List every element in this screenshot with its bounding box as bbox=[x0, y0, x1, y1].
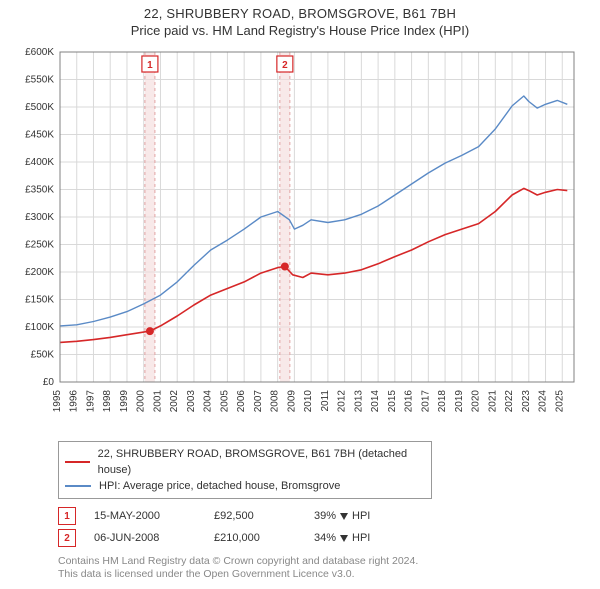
svg-text:2008: 2008 bbox=[270, 390, 281, 413]
svg-text:£300K: £300K bbox=[25, 212, 54, 223]
svg-text:2020: 2020 bbox=[471, 390, 482, 413]
legend-swatch bbox=[65, 461, 90, 463]
svg-text:2000: 2000 bbox=[136, 390, 147, 413]
svg-text:2006: 2006 bbox=[236, 390, 247, 413]
svg-text:£50K: £50K bbox=[31, 350, 55, 361]
svg-text:2021: 2021 bbox=[487, 390, 498, 413]
sale-price: £210,000 bbox=[214, 532, 314, 544]
sale-diff-pct: 39% bbox=[314, 510, 336, 522]
sale-diff: 34% HPI bbox=[314, 532, 370, 544]
svg-text:£350K: £350K bbox=[25, 185, 54, 196]
arrow-down-icon bbox=[340, 513, 348, 520]
svg-text:2004: 2004 bbox=[203, 390, 214, 413]
sale-badge: 2 bbox=[58, 529, 76, 547]
svg-text:2014: 2014 bbox=[370, 390, 381, 413]
legend-swatch bbox=[65, 485, 91, 487]
svg-text:2016: 2016 bbox=[404, 390, 415, 413]
sale-diff-pct: 34% bbox=[314, 532, 336, 544]
svg-text:2018: 2018 bbox=[437, 390, 448, 413]
svg-text:1997: 1997 bbox=[85, 390, 96, 413]
chart-header: 22, SHRUBBERY ROAD, BROMSGROVE, B61 7BH … bbox=[10, 6, 590, 38]
svg-text:2003: 2003 bbox=[186, 390, 197, 413]
svg-text:2012: 2012 bbox=[337, 390, 348, 413]
svg-text:1996: 1996 bbox=[69, 390, 80, 413]
sale-date: 15-MAY-2000 bbox=[94, 510, 214, 522]
svg-text:£600K: £600K bbox=[25, 47, 54, 58]
legend-label: 22, SHRUBBERY ROAD, BROMSGROVE, B61 7BH … bbox=[98, 446, 425, 478]
svg-text:2025: 2025 bbox=[554, 390, 565, 413]
svg-text:2022: 2022 bbox=[504, 390, 515, 413]
svg-text:2: 2 bbox=[282, 60, 288, 71]
svg-text:£0: £0 bbox=[43, 377, 55, 388]
svg-text:2024: 2024 bbox=[538, 390, 549, 413]
svg-text:1998: 1998 bbox=[102, 390, 113, 413]
svg-text:£250K: £250K bbox=[25, 240, 54, 251]
svg-text:2001: 2001 bbox=[152, 390, 163, 413]
svg-text:£550K: £550K bbox=[25, 75, 54, 86]
footer-line: This data is licensed under the Open Gov… bbox=[58, 568, 590, 581]
legend-label: HPI: Average price, detached house, Brom… bbox=[99, 478, 340, 494]
svg-text:1999: 1999 bbox=[119, 390, 130, 413]
chart-title-sub: Price paid vs. HM Land Registry's House … bbox=[10, 23, 590, 38]
sale-date: 06-JUN-2008 bbox=[94, 532, 214, 544]
svg-text:2017: 2017 bbox=[420, 390, 431, 413]
svg-text:2015: 2015 bbox=[387, 390, 398, 413]
svg-text:£150K: £150K bbox=[25, 295, 54, 306]
chart-svg: £0 £50K £100K £150K £200K £250K £300K £350K £400… bbox=[10, 42, 590, 430]
svg-text:£200K: £200K bbox=[25, 267, 54, 278]
sale-row: 2 06-JUN-2008 £210,000 34% HPI bbox=[58, 527, 590, 549]
price-chart: £0 £50K £100K £150K £200K £250K £300K £350K £400… bbox=[10, 42, 590, 433]
sale-badge: 1 bbox=[58, 507, 76, 525]
svg-text:2010: 2010 bbox=[303, 390, 314, 413]
svg-text:2011: 2011 bbox=[320, 390, 331, 412]
svg-text:2019: 2019 bbox=[454, 390, 465, 413]
svg-text:£400K: £400K bbox=[25, 157, 54, 168]
sale-diff-vs: HPI bbox=[352, 510, 370, 522]
arrow-down-icon bbox=[340, 535, 348, 542]
sale-diff: 39% HPI bbox=[314, 510, 370, 522]
footer-attribution: Contains HM Land Registry data © Crown c… bbox=[58, 555, 590, 581]
svg-text:1995: 1995 bbox=[52, 390, 63, 413]
svg-text:2007: 2007 bbox=[253, 390, 264, 413]
legend: 22, SHRUBBERY ROAD, BROMSGROVE, B61 7BH … bbox=[58, 441, 432, 499]
svg-text:£450K: £450K bbox=[25, 130, 54, 141]
svg-text:1: 1 bbox=[147, 60, 153, 71]
sale-row: 1 15-MAY-2000 £92,500 39% HPI bbox=[58, 505, 590, 527]
svg-text:2002: 2002 bbox=[169, 390, 180, 413]
svg-text:£100K: £100K bbox=[25, 322, 54, 333]
footer-line: Contains HM Land Registry data © Crown c… bbox=[58, 555, 590, 568]
svg-text:2005: 2005 bbox=[219, 390, 230, 413]
svg-text:2009: 2009 bbox=[286, 390, 297, 413]
svg-text:2013: 2013 bbox=[353, 390, 364, 413]
svg-text:2023: 2023 bbox=[521, 390, 532, 413]
sale-diff-vs: HPI bbox=[352, 532, 370, 544]
chart-title-address: 22, SHRUBBERY ROAD, BROMSGROVE, B61 7BH bbox=[10, 6, 590, 21]
sale-price: £92,500 bbox=[214, 510, 314, 522]
legend-item: HPI: Average price, detached house, Brom… bbox=[65, 478, 425, 494]
svg-text:£500K: £500K bbox=[25, 102, 54, 113]
legend-item: 22, SHRUBBERY ROAD, BROMSGROVE, B61 7BH … bbox=[65, 446, 425, 478]
sales-table: 1 15-MAY-2000 £92,500 39% HPI 2 06-JUN-2… bbox=[58, 505, 590, 549]
